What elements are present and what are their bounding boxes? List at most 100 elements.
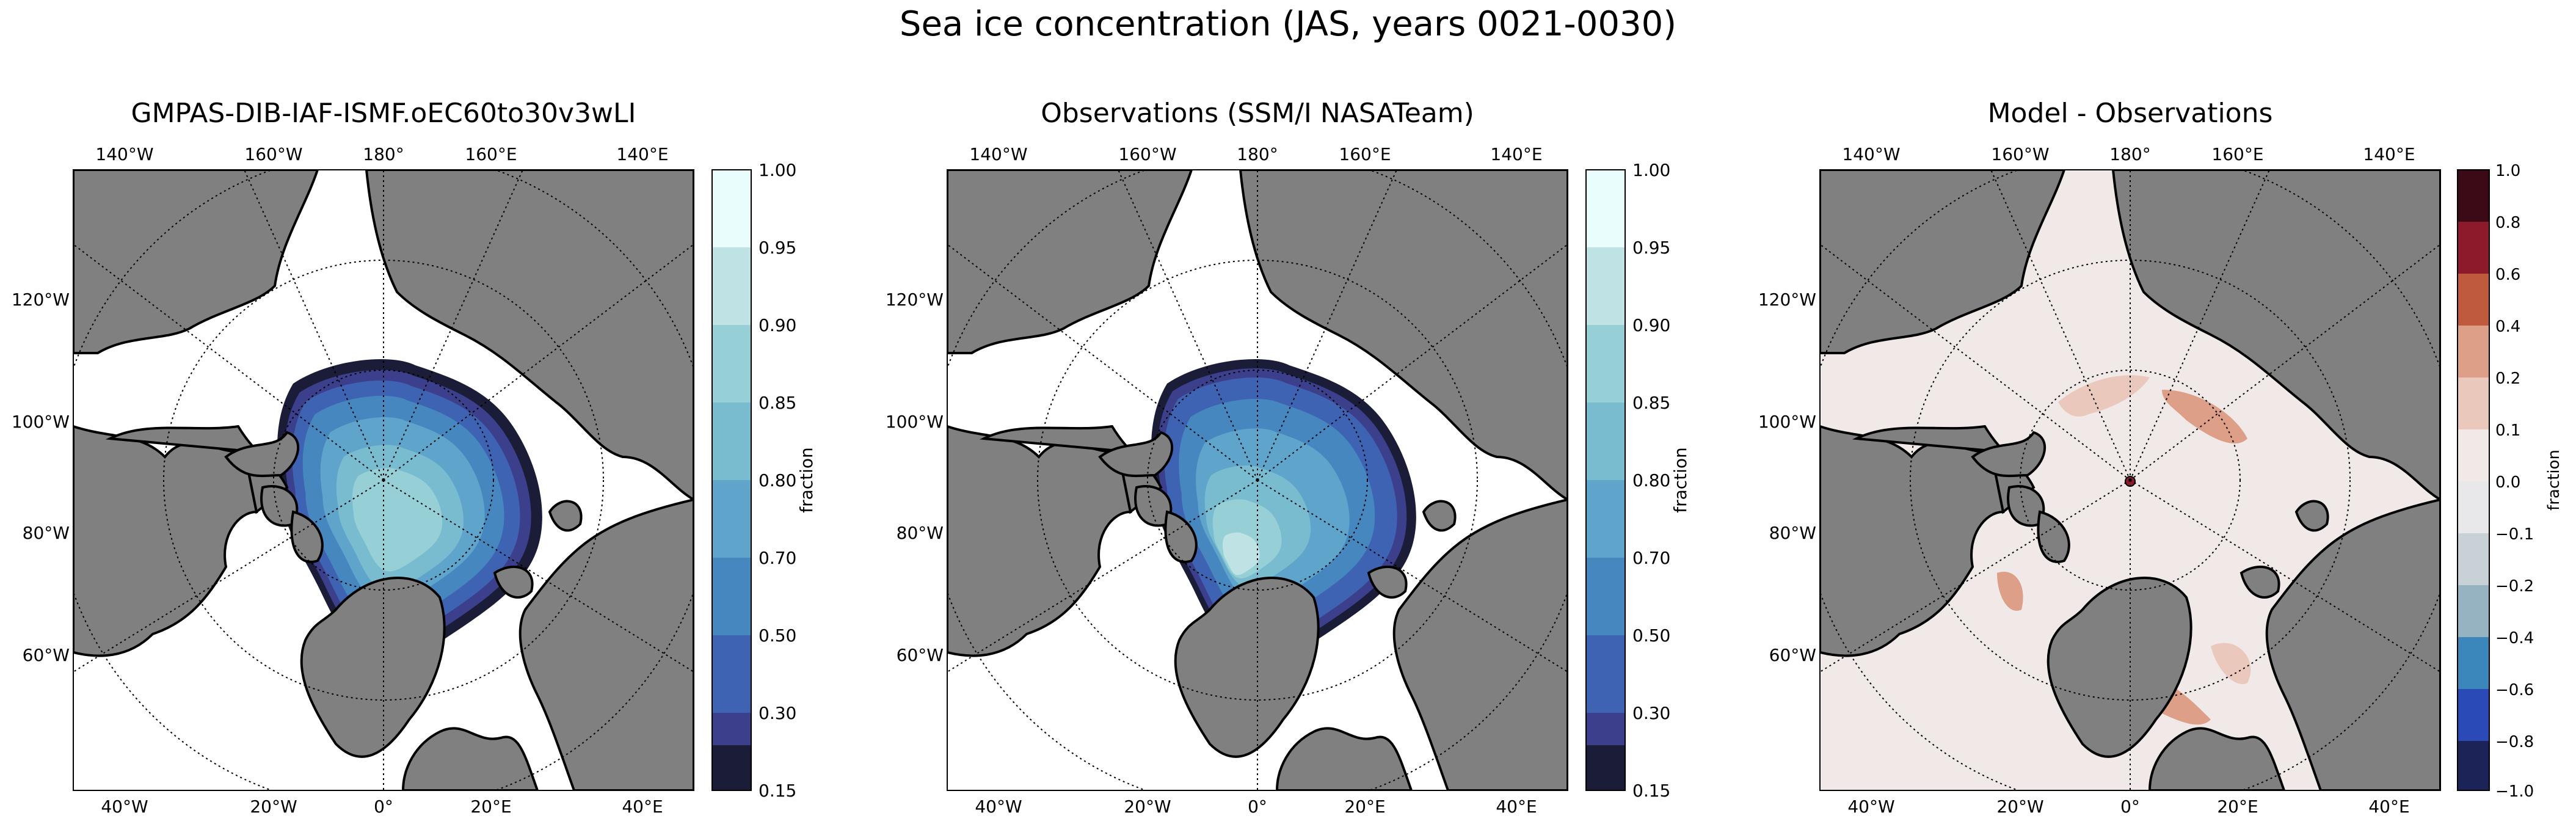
colorbar-tick: 0.95 xyxy=(1632,238,1670,258)
map-frame xyxy=(1819,169,2441,791)
colorbar-tick: −0.4 xyxy=(2495,629,2534,647)
lat-label: 60°W xyxy=(897,645,944,665)
lon-label: 160°W xyxy=(1991,144,2049,164)
lon-label: 160°E xyxy=(2211,144,2263,164)
lat-label: 100°W xyxy=(1758,412,1816,432)
panel-model: GMPAS-DIB-IAF-ISMF.oEC60to30v3wLI xyxy=(12,98,817,817)
lon-label: 20°E xyxy=(2217,797,2258,817)
lon-label: 20°E xyxy=(470,797,511,817)
colorbar-label: fraction xyxy=(796,447,817,513)
lon-label: 140°W xyxy=(1842,144,1900,164)
lat-label: 100°W xyxy=(12,412,70,432)
lon-label: 40°E xyxy=(622,797,663,817)
colorbar-tick: 0.30 xyxy=(1632,703,1670,723)
lon-label: 140°E xyxy=(616,144,668,164)
lat-label: 120°W xyxy=(886,290,944,310)
graticule xyxy=(73,170,694,790)
lon-label: 40°E xyxy=(2368,797,2409,817)
colorbar-tick: 0.6 xyxy=(2495,266,2520,284)
lon-label: 140°W xyxy=(969,144,1027,164)
lat-label: 120°W xyxy=(12,290,70,310)
colorbar-tick: −1.0 xyxy=(2495,782,2534,801)
lon-label: 160°W xyxy=(244,144,302,164)
colorbar: 1.00 0.95 0.90 0.85 0.80 0.70 0.50 0.30 … xyxy=(711,160,817,801)
map-frame xyxy=(947,169,1568,791)
panel-title: Model - Observations xyxy=(1988,98,2273,129)
lat-label: 80°W xyxy=(897,523,944,543)
colorbar-tick: 0.50 xyxy=(759,625,796,646)
colorbar-tick: 1.00 xyxy=(1632,160,1670,180)
graticule xyxy=(1820,170,2440,790)
colorbar: 1.0 0.8 0.6 0.4 0.2 0.1 0.0 −0.1 −0.2 −0… xyxy=(2457,162,2563,801)
left-lat-labels: 120°W 100°W 80°W 60°W xyxy=(12,290,70,665)
bottom-lon-labels: 40°W 20°W 0° 20°E 40°E xyxy=(975,797,1537,817)
colorbar-tick: 0.90 xyxy=(1632,315,1670,335)
figure-title: Sea ice concentration (JAS, years 0021-0… xyxy=(900,4,1676,44)
colorbar: 1.00 0.95 0.90 0.85 0.80 0.70 0.50 0.30 … xyxy=(1585,160,1690,801)
bottom-lon-labels: 40°W 20°W 0° 20°E 40°E xyxy=(1847,797,2409,817)
left-lat-labels: 120°W 100°W 80°W 60°W xyxy=(886,290,944,665)
panel-observations: Observations (SSM/I NASATeam) xyxy=(886,98,1690,817)
lon-label: 180° xyxy=(2109,144,2150,164)
bottom-lon-labels: 40°W 20°W 0° 20°E 40°E xyxy=(101,797,663,817)
lon-label: 40°W xyxy=(1847,797,1894,817)
lat-label: 60°W xyxy=(1769,645,1816,665)
lon-label: 0° xyxy=(2120,797,2140,817)
lon-label: 40°E xyxy=(1496,797,1537,817)
colorbar-tick: 0.80 xyxy=(759,470,796,490)
colorbar-tick: 0.2 xyxy=(2495,370,2520,388)
lat-label: 80°W xyxy=(23,523,70,543)
colorbar-tick: 0.15 xyxy=(759,781,796,801)
colorbar-tick: 0.70 xyxy=(759,548,796,568)
lon-label: 40°W xyxy=(975,797,1022,817)
top-lon-labels: 140°W 160°W 180° 160°E 140°E xyxy=(1842,144,2415,164)
colorbar-tick: −0.1 xyxy=(2495,525,2534,544)
colorbar-tick: 0.0 xyxy=(2495,473,2520,492)
colorbar-tick: 0.90 xyxy=(759,315,796,335)
lon-label: 160°E xyxy=(465,144,517,164)
lon-label: 20°W xyxy=(250,797,297,817)
lat-label: 80°W xyxy=(1769,523,1816,543)
lon-label: 180° xyxy=(363,144,404,164)
left-lat-labels: 120°W 100°W 80°W 60°W xyxy=(1758,290,1816,665)
lon-label: 0° xyxy=(1248,797,1267,817)
lon-label: 160°W xyxy=(1118,144,1176,164)
lon-label: 160°E xyxy=(1339,144,1391,164)
lon-label: 140°W xyxy=(95,144,153,164)
colorbar-tick: 0.1 xyxy=(2495,421,2520,440)
panel-title: Observations (SSM/I NASATeam) xyxy=(1041,98,1474,129)
colorbar-tick: 0.95 xyxy=(759,238,796,258)
lon-label: 20°W xyxy=(1124,797,1171,817)
lon-label: 20°W xyxy=(1996,797,2043,817)
colorbar-tick: 1.00 xyxy=(759,160,796,180)
graticule xyxy=(947,170,1568,790)
colorbar-tick: 1.0 xyxy=(2495,162,2520,180)
panel-difference: Model - Observations xyxy=(1758,98,2563,817)
colorbar-tick: −0.8 xyxy=(2495,733,2534,751)
colorbar-tick: 0.70 xyxy=(1632,548,1670,568)
colorbar-tick: 0.85 xyxy=(1632,393,1670,413)
lon-label: 20°E xyxy=(1344,797,1385,817)
lon-label: 180° xyxy=(1237,144,1278,164)
lat-label: 100°W xyxy=(886,412,944,432)
colorbar-tick: 0.4 xyxy=(2495,318,2520,336)
colorbar-label: fraction xyxy=(2545,450,2563,511)
lon-label: 140°E xyxy=(1490,144,1542,164)
lat-label: 60°W xyxy=(23,645,70,665)
colorbar-tick: 0.80 xyxy=(1632,470,1670,490)
colorbar-label: fraction xyxy=(1670,447,1690,513)
map-frame xyxy=(73,169,694,791)
colorbar-tick: 0.30 xyxy=(759,703,796,723)
top-lon-labels: 140°W 160°W 180° 160°E 140°E xyxy=(969,144,1542,164)
colorbar-tick: −0.6 xyxy=(2495,681,2534,699)
lon-label: 0° xyxy=(374,797,393,817)
panel-title: GMPAS-DIB-IAF-ISMF.oEC60to30v3wLI xyxy=(131,98,636,129)
top-lon-labels: 140°W 160°W 180° 160°E 140°E xyxy=(95,144,668,164)
lat-label: 120°W xyxy=(1758,290,1816,310)
colorbar-tick: 0.50 xyxy=(1632,625,1670,646)
colorbar-tick: 0.8 xyxy=(2495,214,2520,232)
colorbar-tick: 0.15 xyxy=(1632,781,1670,801)
lon-label: 140°E xyxy=(2363,144,2415,164)
colorbar-tick: −0.2 xyxy=(2495,577,2534,596)
